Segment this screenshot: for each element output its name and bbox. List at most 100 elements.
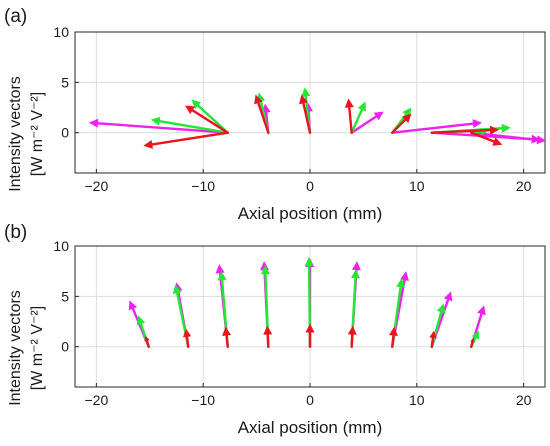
vector-arrow-magenta	[350, 111, 384, 134]
arrow-head	[215, 264, 225, 274]
vector-arrow-magenta	[88, 118, 229, 134]
vector-arrow-red	[430, 125, 500, 135]
vector-arrow-green	[350, 101, 366, 134]
vector-arrow-red	[222, 326, 232, 348]
plot-area: −20 −10 0 10 20 0 5 10	[53, 24, 546, 194]
y-tick-label: 0	[61, 339, 69, 355]
y-tick-label: 10	[53, 238, 69, 254]
arrow-shaft	[430, 336, 435, 348]
arrow-head	[536, 135, 545, 145]
vector-arrow-red	[305, 323, 315, 348]
arrow-head	[492, 137, 503, 146]
vector-arrow-red	[470, 337, 475, 348]
arrow-head	[401, 113, 412, 124]
arrow-shaft	[266, 333, 270, 348]
arrow-head	[254, 94, 263, 105]
vector-arrow-red	[185, 105, 229, 134]
arrow-head	[396, 278, 406, 288]
y-tick-label: 0	[61, 125, 69, 141]
arrow-head	[144, 335, 150, 342]
vector-layer	[88, 87, 545, 149]
arrow-head	[471, 330, 480, 340]
arrow-head	[304, 257, 314, 267]
arrow-head	[388, 326, 398, 336]
x-axis-label: Axial position (mm)	[238, 204, 383, 223]
arrow-head	[299, 94, 308, 105]
arrow-shaft	[257, 101, 270, 134]
arrow-head	[185, 105, 196, 115]
arrow-head	[351, 261, 361, 271]
arrow-head	[301, 87, 311, 97]
y-axis-label-line2: [W m⁻² V⁻²]	[29, 92, 46, 176]
arrow-shaft	[185, 335, 190, 348]
arrow-head	[477, 305, 486, 316]
arrow-head	[436, 303, 446, 314]
arrow-shaft	[391, 118, 407, 134]
panel-label: (a)	[4, 6, 27, 27]
arrow-head	[263, 325, 273, 335]
y-axis-label: Intensity vectors [W m⁻² V⁻²]	[7, 76, 46, 192]
arrow-head	[305, 323, 315, 333]
arrow-shaft	[96, 122, 229, 134]
arrow-head	[350, 269, 360, 279]
x-tick-label: −10	[191, 392, 215, 408]
vector-arrow-red	[263, 325, 273, 348]
panel-label: (b)	[4, 222, 27, 243]
arrow-shaft	[470, 131, 496, 143]
arrow-head	[470, 337, 475, 343]
y-axis-label-line1: Intensity vectors	[7, 290, 24, 406]
arrow-head	[150, 116, 161, 126]
arrow-shaft	[158, 119, 229, 134]
arrow-head	[260, 265, 270, 275]
arrow-head	[88, 118, 99, 128]
arrow-head	[260, 261, 270, 271]
arrow-head	[182, 328, 192, 338]
arrow-head	[136, 315, 146, 326]
arrow-shaft	[151, 131, 229, 146]
y-axis-label: Intensity vectors [W m⁻² V⁻²]	[7, 290, 46, 406]
y-tick-label: 5	[61, 74, 69, 90]
vector-arrow-red	[391, 113, 412, 134]
arrow-head	[128, 300, 138, 311]
vector-arrow-red	[470, 131, 503, 146]
vector-arrow-red	[144, 335, 150, 348]
arrow-head	[443, 291, 453, 302]
vector-layer	[128, 257, 486, 348]
arrow-head	[172, 284, 182, 294]
y-tick-label: 5	[61, 288, 69, 304]
arrow-head	[344, 98, 354, 108]
arrow-shaft	[430, 128, 492, 134]
x-tick-label: 20	[516, 178, 532, 194]
arrow-shaft	[348, 106, 353, 134]
plot-area: −20 −10 0 10 20 0 5 10	[53, 238, 546, 408]
x-tick-label: 0	[306, 178, 314, 194]
arrow-shaft	[350, 333, 354, 348]
arrow-head	[489, 125, 500, 135]
vector-arrow-magenta	[391, 119, 482, 134]
arrow-shaft	[191, 109, 229, 134]
x-tick-label: 10	[409, 178, 425, 194]
arrow-shaft	[470, 340, 474, 348]
y-axis-label-line2: [W m⁻² V⁻²]	[29, 306, 46, 390]
arrow-shaft	[391, 122, 475, 134]
vector-arrow-red	[143, 131, 229, 149]
vector-arrow-red	[388, 326, 398, 348]
x-axis-label: Axial position (mm)	[238, 418, 383, 437]
x-tick-label: 20	[516, 392, 532, 408]
arrow-head	[357, 101, 366, 112]
arrow-head	[222, 326, 232, 336]
vector-arrow-green	[150, 116, 229, 134]
arrow-shaft	[302, 102, 312, 134]
arrow-head	[373, 111, 384, 121]
vector-arrow-red	[347, 325, 357, 348]
vector-arrow-red	[182, 328, 192, 348]
arrow-shaft	[350, 108, 364, 134]
x-tick-label: 0	[306, 392, 314, 408]
arrow-shaft	[225, 334, 229, 348]
arrow-head	[400, 271, 409, 281]
arrow-head	[501, 123, 511, 133]
arrow-shaft	[145, 339, 150, 348]
